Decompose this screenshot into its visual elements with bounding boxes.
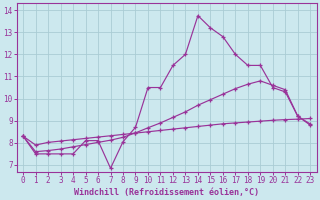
X-axis label: Windchill (Refroidissement éolien,°C): Windchill (Refroidissement éolien,°C) (74, 188, 259, 197)
